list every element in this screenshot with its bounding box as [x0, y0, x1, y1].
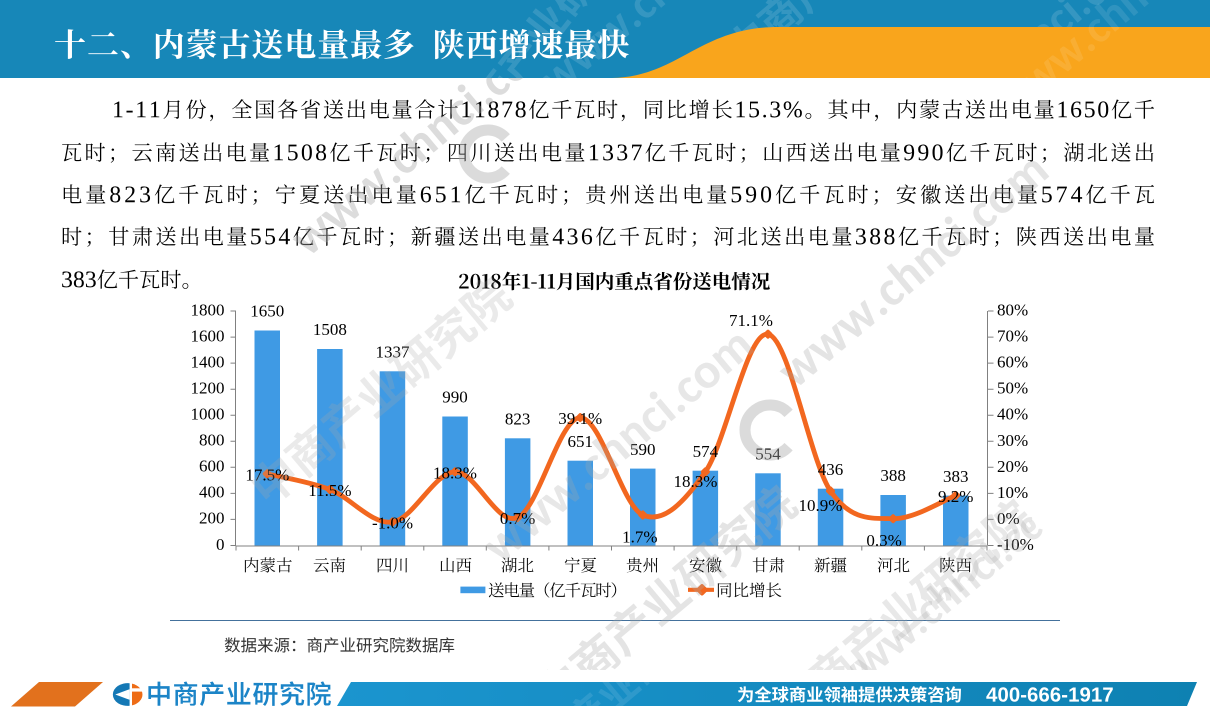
- svg-text:800: 800: [199, 431, 225, 450]
- svg-text:0%: 0%: [997, 509, 1020, 528]
- svg-text:70%: 70%: [997, 327, 1028, 346]
- svg-text:400: 400: [199, 483, 225, 502]
- svg-text:554: 554: [755, 445, 781, 464]
- svg-text:0.7%: 0.7%: [500, 509, 535, 528]
- svg-text:18.3%: 18.3%: [673, 472, 717, 491]
- svg-text:40%: 40%: [997, 405, 1028, 424]
- svg-text:71.1%: 71.1%: [729, 311, 773, 330]
- svg-text:388: 388: [880, 466, 906, 485]
- svg-text:1650: 1650: [250, 302, 284, 321]
- svg-text:17.5%: 17.5%: [245, 465, 289, 484]
- svg-text:11.5%: 11.5%: [308, 481, 351, 500]
- svg-text:574: 574: [693, 442, 719, 461]
- svg-text:651: 651: [567, 432, 593, 451]
- svg-text:0.3%: 0.3%: [866, 531, 901, 550]
- svg-text:990: 990: [442, 388, 468, 407]
- svg-text:1000: 1000: [191, 405, 225, 424]
- svg-text:1600: 1600: [191, 326, 225, 345]
- svg-text:1337: 1337: [376, 343, 411, 362]
- svg-text:10.9%: 10.9%: [799, 496, 843, 515]
- svg-text:823: 823: [505, 410, 531, 429]
- svg-text:-1.0%: -1.0%: [372, 514, 413, 533]
- svg-text:1508: 1508: [313, 320, 347, 339]
- svg-text:60%: 60%: [997, 353, 1028, 372]
- svg-text:50%: 50%: [997, 379, 1028, 398]
- svg-text:10%: 10%: [997, 483, 1028, 502]
- svg-text:1400: 1400: [191, 352, 225, 371]
- svg-text:18.3%: 18.3%: [433, 463, 477, 482]
- svg-text:0: 0: [216, 535, 225, 554]
- svg-text:9.2%: 9.2%: [938, 487, 973, 506]
- svg-text:30%: 30%: [997, 431, 1028, 450]
- svg-text:1.7%: 1.7%: [622, 528, 657, 547]
- svg-text:-10%: -10%: [997, 535, 1034, 554]
- svg-text:200: 200: [199, 509, 225, 528]
- svg-text:600: 600: [199, 457, 225, 476]
- svg-text:436: 436: [818, 460, 844, 479]
- svg-text:383: 383: [943, 467, 969, 486]
- svg-text:20%: 20%: [997, 457, 1028, 476]
- svg-text:590: 590: [630, 440, 656, 459]
- svg-text:1800: 1800: [191, 300, 225, 319]
- svg-text:1200: 1200: [191, 379, 225, 398]
- svg-text:80%: 80%: [997, 301, 1028, 320]
- svg-text:39.1%: 39.1%: [558, 409, 602, 428]
